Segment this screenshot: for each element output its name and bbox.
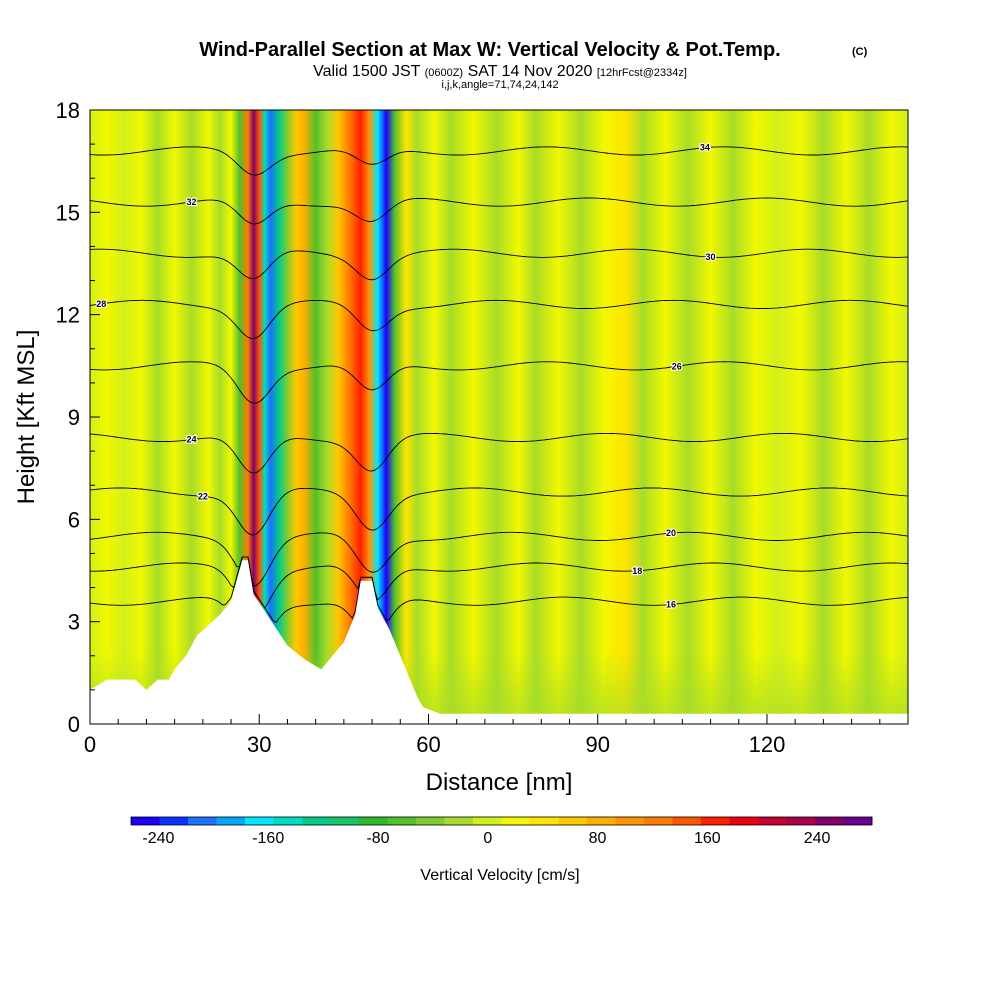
colorbar-swatch xyxy=(159,817,189,825)
x-tick-label: 30 xyxy=(247,732,271,757)
theta-contour xyxy=(90,531,908,587)
colorbar-tick-label: -160 xyxy=(252,830,284,847)
colorbar-tick-label: 160 xyxy=(694,830,721,847)
x-tick-label: 90 xyxy=(585,732,609,757)
colorbar-swatch xyxy=(615,817,645,825)
colorbar-swatch xyxy=(216,817,246,825)
colorbar-swatch xyxy=(530,817,559,825)
theta-contour-label: 32 xyxy=(187,197,197,207)
theta-contour-labels: 16 18 20 22 24 26 28 30 32 34 xyxy=(95,142,716,611)
colorbar-swatch xyxy=(444,817,474,825)
y-axis: 0 3 6 9 12 15 18 xyxy=(56,98,100,737)
colorbar-tick-label: 0 xyxy=(483,830,492,847)
colorbar-tick-label: 80 xyxy=(589,830,607,847)
x-axis: 0 30 60 90 120 xyxy=(84,714,881,757)
colorbar-tick-label: -80 xyxy=(366,830,389,847)
theta-contour-label: 28 xyxy=(96,299,106,309)
subtitle-valid-time: Valid 1500 JST xyxy=(313,63,421,80)
theta-contour xyxy=(90,556,908,609)
colorbar-tick-label: -240 xyxy=(142,830,174,847)
y-tick-label: 9 xyxy=(68,405,80,430)
x-tick-label: 0 xyxy=(84,732,96,757)
colorbar-swatch xyxy=(701,817,730,825)
chart-title: Wind-Parallel Section at Max W: Vertical… xyxy=(199,39,780,61)
plot-area: 16 18 20 22 24 26 28 30 32 34 xyxy=(90,110,908,724)
x-tick-label: 120 xyxy=(749,732,786,757)
theta-contour xyxy=(90,146,908,176)
colorbar-swatch xyxy=(359,817,388,825)
theta-contours xyxy=(90,146,908,623)
theta-contour xyxy=(90,361,908,404)
colorbar-swatch xyxy=(302,817,331,825)
colorbar-swatch xyxy=(815,817,844,825)
theta-contour xyxy=(90,432,908,474)
y-tick-label: 18 xyxy=(56,98,80,123)
theta-contour xyxy=(90,487,908,536)
x-tick-label: 60 xyxy=(416,732,440,757)
colorbar-swatch xyxy=(330,817,360,825)
colorbar-swatch xyxy=(729,817,759,825)
theta-contour xyxy=(90,556,908,623)
y-tick-label: 3 xyxy=(68,610,80,635)
theta-contour-label: 20 xyxy=(666,528,676,538)
y-tick-label: 6 xyxy=(68,507,80,532)
theta-contour-label: 18 xyxy=(632,566,642,576)
theta-contour xyxy=(90,299,908,340)
colorbar: -240 -160 -80 0 80 160 240 xyxy=(130,816,873,847)
colorbar-swatch xyxy=(245,817,274,825)
colorbar-label: Vertical Velocity [cm/s] xyxy=(420,867,579,884)
colorbar-swatch xyxy=(416,817,445,825)
subtitle-utc-time: (0600Z) xyxy=(425,67,464,79)
subtitle-forecast: [12hrFcst@2334z] xyxy=(597,67,687,79)
theta-contour-label: 16 xyxy=(666,599,676,609)
colorbar-swatch xyxy=(558,817,588,825)
colorbar-swatch xyxy=(843,817,873,825)
colorbar-swatch xyxy=(273,817,303,825)
colorbar-swatch xyxy=(672,817,702,825)
chart-subtitle-indices: i,j,k,angle=71,74,24,142 xyxy=(441,79,558,91)
y-tick-label: 15 xyxy=(56,200,80,225)
colorbar-swatch xyxy=(131,817,160,825)
colorbar-swatch xyxy=(501,817,531,825)
colorbar-swatch xyxy=(758,817,787,825)
colorbar-swatch xyxy=(188,817,217,825)
theta-contour-label: 30 xyxy=(706,252,716,262)
subtitle-date: SAT 14 Nov 2020 xyxy=(468,63,593,80)
y-tick-label: 0 xyxy=(68,712,80,737)
colorbar-swatch xyxy=(644,817,673,825)
title-mark: (C) xyxy=(852,46,868,58)
colorbar-tick-label: 240 xyxy=(804,830,831,847)
theta-contour-label: 22 xyxy=(198,491,208,501)
colorbar-swatch xyxy=(473,817,502,825)
colorbar-frame xyxy=(130,816,873,826)
colorbar-swatch xyxy=(387,817,417,825)
x-axis-label: Distance [nm] xyxy=(426,769,573,796)
theta-contour xyxy=(90,197,908,225)
chart-subtitle: Valid 1500 JST (0600Z) SAT 14 Nov 2020 [… xyxy=(313,63,687,80)
y-axis-label: Height [Kft MSL] xyxy=(13,330,40,505)
theta-contour-label: 24 xyxy=(187,435,197,445)
theta-contour xyxy=(90,248,908,281)
theta-contour-label: 34 xyxy=(700,143,710,153)
colorbar-swatch xyxy=(786,817,816,825)
theta-contour-label: 26 xyxy=(672,361,682,371)
colorbar-swatch xyxy=(587,817,616,825)
y-tick-label: 12 xyxy=(56,303,80,328)
terrain-mask xyxy=(90,560,908,724)
